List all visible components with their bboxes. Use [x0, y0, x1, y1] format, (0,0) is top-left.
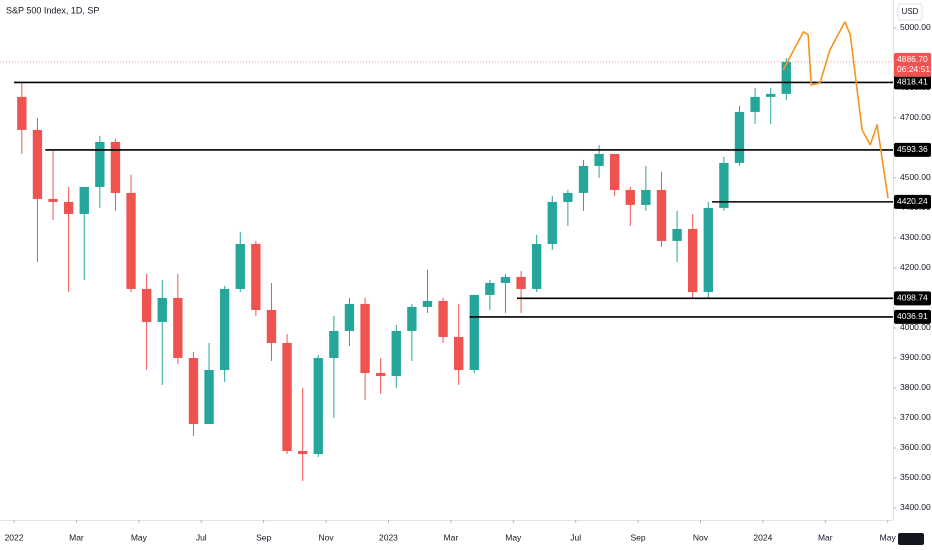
candle-body — [609, 153, 620, 190]
candle-body — [48, 198, 58, 202]
candle-body — [188, 357, 199, 424]
candle-body — [703, 207, 713, 292]
y-tick-label: 3400.00 — [900, 502, 931, 512]
x-tick-label: May — [880, 532, 897, 542]
level-label: 4098.74 — [897, 293, 928, 303]
candle-body — [781, 61, 791, 94]
level-label-box — [894, 75, 931, 90]
candle-body — [126, 192, 136, 289]
countdown-label: 06:24:51 — [897, 64, 930, 74]
candle-body — [360, 303, 370, 373]
candle-body — [594, 153, 604, 166]
currency-label[interactable]: USD — [902, 7, 919, 16]
candle-body — [235, 243, 245, 289]
candle-body — [688, 228, 698, 292]
level-label-box — [894, 142, 931, 157]
candle-body — [297, 450, 308, 454]
level-label: 4818.41 — [897, 77, 928, 87]
y-tick-label: 4700.00 — [900, 112, 931, 122]
y-tick-label: 3800.00 — [900, 382, 931, 392]
x-tick-label: Nov — [693, 532, 709, 542]
candle-body — [95, 141, 105, 187]
level-label-box — [894, 194, 931, 209]
candle-body — [266, 309, 277, 343]
y-tick-label: 3600.00 — [900, 442, 931, 452]
level-label: 4420.24 — [897, 196, 928, 206]
y-tick-label: 5000.00 — [900, 22, 931, 32]
candle-body — [438, 300, 448, 337]
candle-body — [453, 336, 464, 370]
candle-body — [313, 357, 323, 454]
candle-body — [625, 189, 635, 205]
x-tick-label: May — [505, 532, 522, 542]
candle-body — [157, 297, 167, 322]
candle-body — [469, 294, 479, 370]
chart-title: S&P 500 Index, 1D, SP — [6, 5, 99, 15]
last-price-label: 4886.70 — [897, 54, 928, 64]
candle-body — [578, 165, 589, 193]
candle-body — [563, 192, 573, 202]
candle-body — [750, 96, 760, 112]
candle-body — [251, 243, 261, 310]
x-tick-label: 2023 — [379, 532, 398, 542]
x-tick-label: Jul — [570, 532, 581, 542]
candle-body — [204, 369, 214, 424]
logo-mark — [898, 533, 924, 545]
y-tick-label: 4500.00 — [900, 172, 931, 182]
candle-body — [282, 342, 292, 451]
candle-body — [17, 96, 27, 130]
candle-body — [79, 186, 89, 214]
candle-body — [375, 372, 386, 376]
candle-body — [329, 330, 339, 358]
candle-body — [766, 93, 776, 97]
plot — [0, 21, 893, 481]
y-tick-label: 4300.00 — [900, 232, 931, 242]
candle-body — [422, 300, 433, 307]
y-tick-label: 3700.00 — [900, 412, 931, 422]
currency-box[interactable] — [897, 3, 923, 21]
y-tick-label: 3500.00 — [900, 472, 931, 482]
x-tick-label: 2022 — [5, 532, 24, 542]
candle-body — [500, 276, 511, 283]
x-tick-label: Mar — [444, 532, 459, 542]
candle-body — [485, 282, 495, 295]
candle-body — [531, 243, 542, 289]
y-tick-label: 3900.00 — [900, 352, 931, 362]
candle-body — [547, 201, 557, 244]
candle-body — [516, 276, 526, 289]
candle-body — [344, 303, 355, 331]
candle-body — [32, 129, 43, 199]
candle-body — [173, 297, 183, 358]
level-label: 4036.91 — [897, 311, 928, 321]
candle-body — [641, 189, 651, 205]
level-label-box — [894, 309, 931, 324]
projection-line — [782, 21, 889, 199]
candle-body — [656, 189, 667, 241]
candle-body — [407, 306, 417, 331]
candle-body — [219, 288, 230, 370]
x-tick-label: Nov — [318, 532, 334, 542]
x-tick-label: Sep — [256, 532, 271, 542]
logo — [898, 533, 924, 545]
candle-body — [63, 201, 74, 214]
x-tick-label: May — [131, 532, 148, 542]
x-tick-label: Sep — [631, 532, 646, 542]
x-tick-label: Jul — [196, 532, 207, 542]
level-label-box — [894, 291, 931, 306]
candle-body — [391, 330, 401, 376]
candle-body — [719, 162, 729, 208]
level-label: 4593.36 — [897, 144, 928, 154]
candle-body — [672, 228, 682, 241]
candle-body — [110, 141, 121, 193]
last-price-box — [894, 52, 931, 77]
candle-body — [734, 111, 745, 163]
y-tick-label: 4000.00 — [900, 322, 931, 332]
y-tick-label: 4200.00 — [900, 262, 931, 272]
candle-body — [141, 288, 152, 322]
x-tick-label: Mar — [69, 532, 84, 542]
x-tick-label: Mar — [818, 532, 833, 542]
x-tick-label: 2024 — [753, 532, 772, 542]
